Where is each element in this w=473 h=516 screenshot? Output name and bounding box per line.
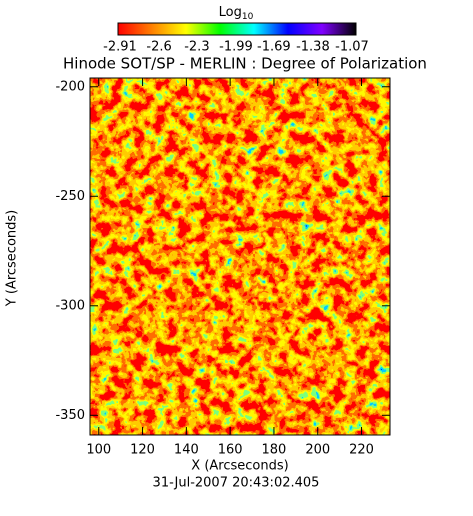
y-axis-label: Y (Arcseconds) [5,210,20,307]
colorbar-label-main: Log [219,5,242,20]
colorbar-label: Log10 [219,5,254,22]
x-tick-label: 120 [130,443,155,458]
colorbar-tick-label: -1.69 [257,40,291,55]
x-tick-label: 220 [349,443,374,458]
plot-frame [89,77,391,436]
colorbar-tick-label: -1.07 [335,40,369,55]
x-tick-label: 160 [218,443,243,458]
x-tick-label: 180 [262,443,287,458]
y-tick-label: -350 [55,408,85,423]
timestamp: 31-Jul-2007 20:43:02.405 [153,476,320,491]
colorbar-tick-label: -2.6 [146,40,171,55]
colorbar [117,22,357,36]
x-axis-label: X (Arcseconds) [191,459,288,474]
colorbar-tick-label: -1.99 [219,40,253,55]
colorbar-tick-label: -1.38 [296,40,330,55]
x-tick-label: 140 [174,443,199,458]
colorbar-label-sub: 10 [242,12,254,22]
y-tick-label: -250 [55,189,85,204]
x-tick-label: 100 [86,443,111,458]
colorbar-tick-label: -2.91 [103,40,137,55]
x-tick-label: 200 [305,443,330,458]
colorbar-tick-label: -2.3 [184,40,209,55]
chart-title: Hinode SOT/SP - MERLIN : Degree of Polar… [63,55,427,73]
heatmap-image [90,78,390,435]
y-tick-label: -300 [55,298,85,313]
y-tick-label: -200 [55,79,85,94]
